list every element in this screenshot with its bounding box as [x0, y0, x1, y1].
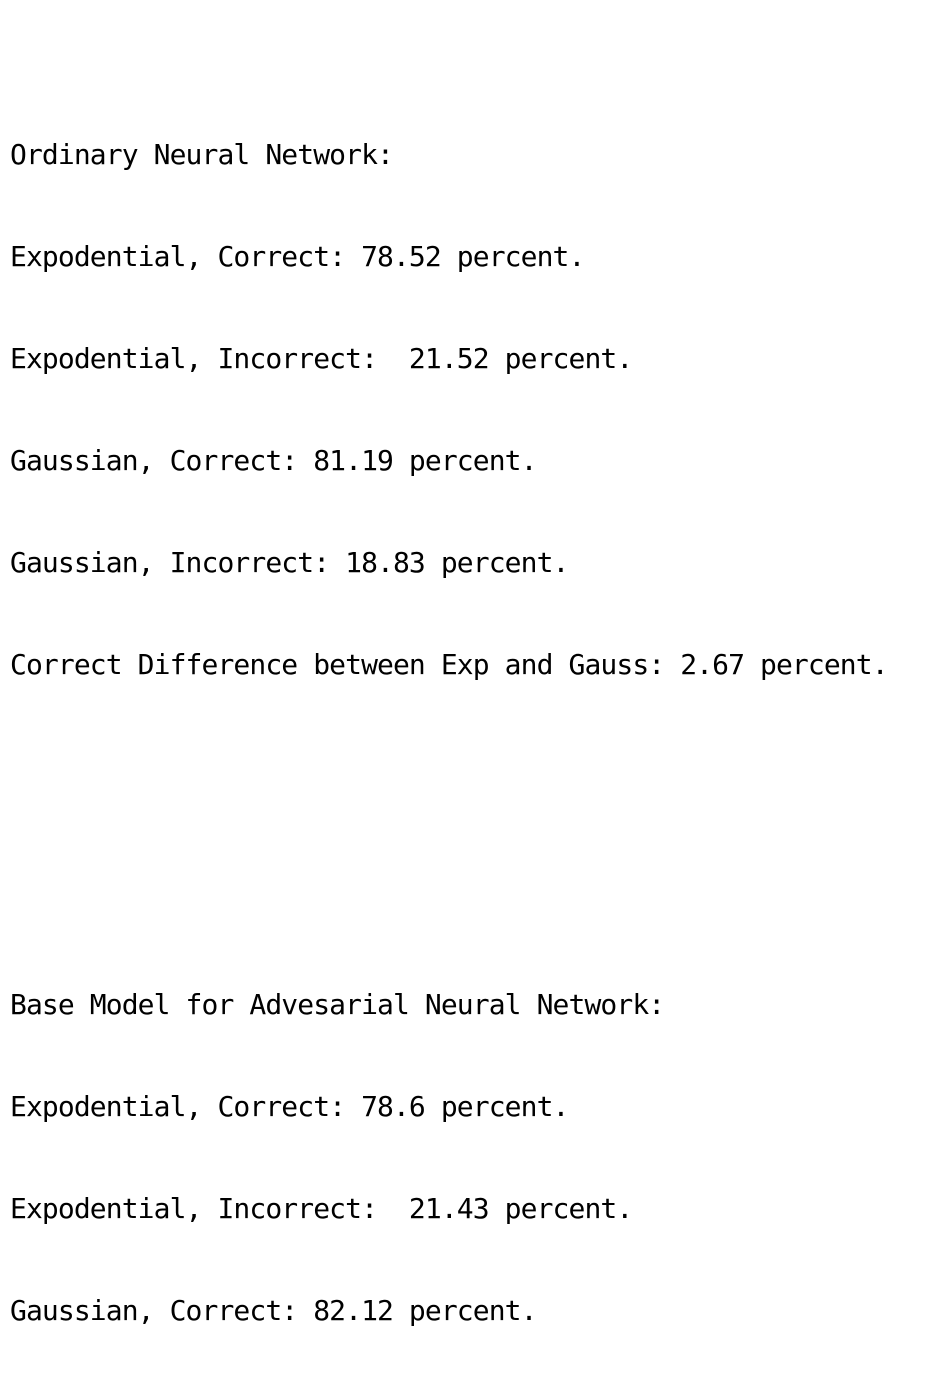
output-line: Correct Difference between Exp and Gauss…: [10, 648, 889, 681]
section-ordinary-neural-network: Ordinary Neural Network: Expodential, Co…: [10, 70, 889, 750]
section-base-model-adversarial: Base Model for Advesarial Neural Network…: [10, 920, 888, 1388]
section-title: Ordinary Neural Network:: [10, 138, 394, 171]
output-line: Gaussian, Incorrect: 18.83 percent.: [10, 546, 569, 579]
console-output: Ordinary Neural Network: Expodential, Co…: [10, 2, 889, 1388]
output-line: Expodential, Correct: 78.52 percent.: [10, 240, 585, 273]
section-title: Base Model for Advesarial Neural Network…: [10, 988, 665, 1021]
output-line: Gaussian, Correct: 81.19 percent.: [10, 444, 538, 477]
output-line: Expodential, Incorrect: 21.43 percent.: [10, 1192, 633, 1225]
output-line: Expodential, Correct: 78.6 percent.: [10, 1090, 569, 1123]
output-line: Expodential, Incorrect: 21.52 percent.: [10, 342, 633, 375]
blank-line: [10, 818, 888, 852]
output-line: Gaussian, Correct: 82.12 percent.: [10, 1294, 538, 1327]
